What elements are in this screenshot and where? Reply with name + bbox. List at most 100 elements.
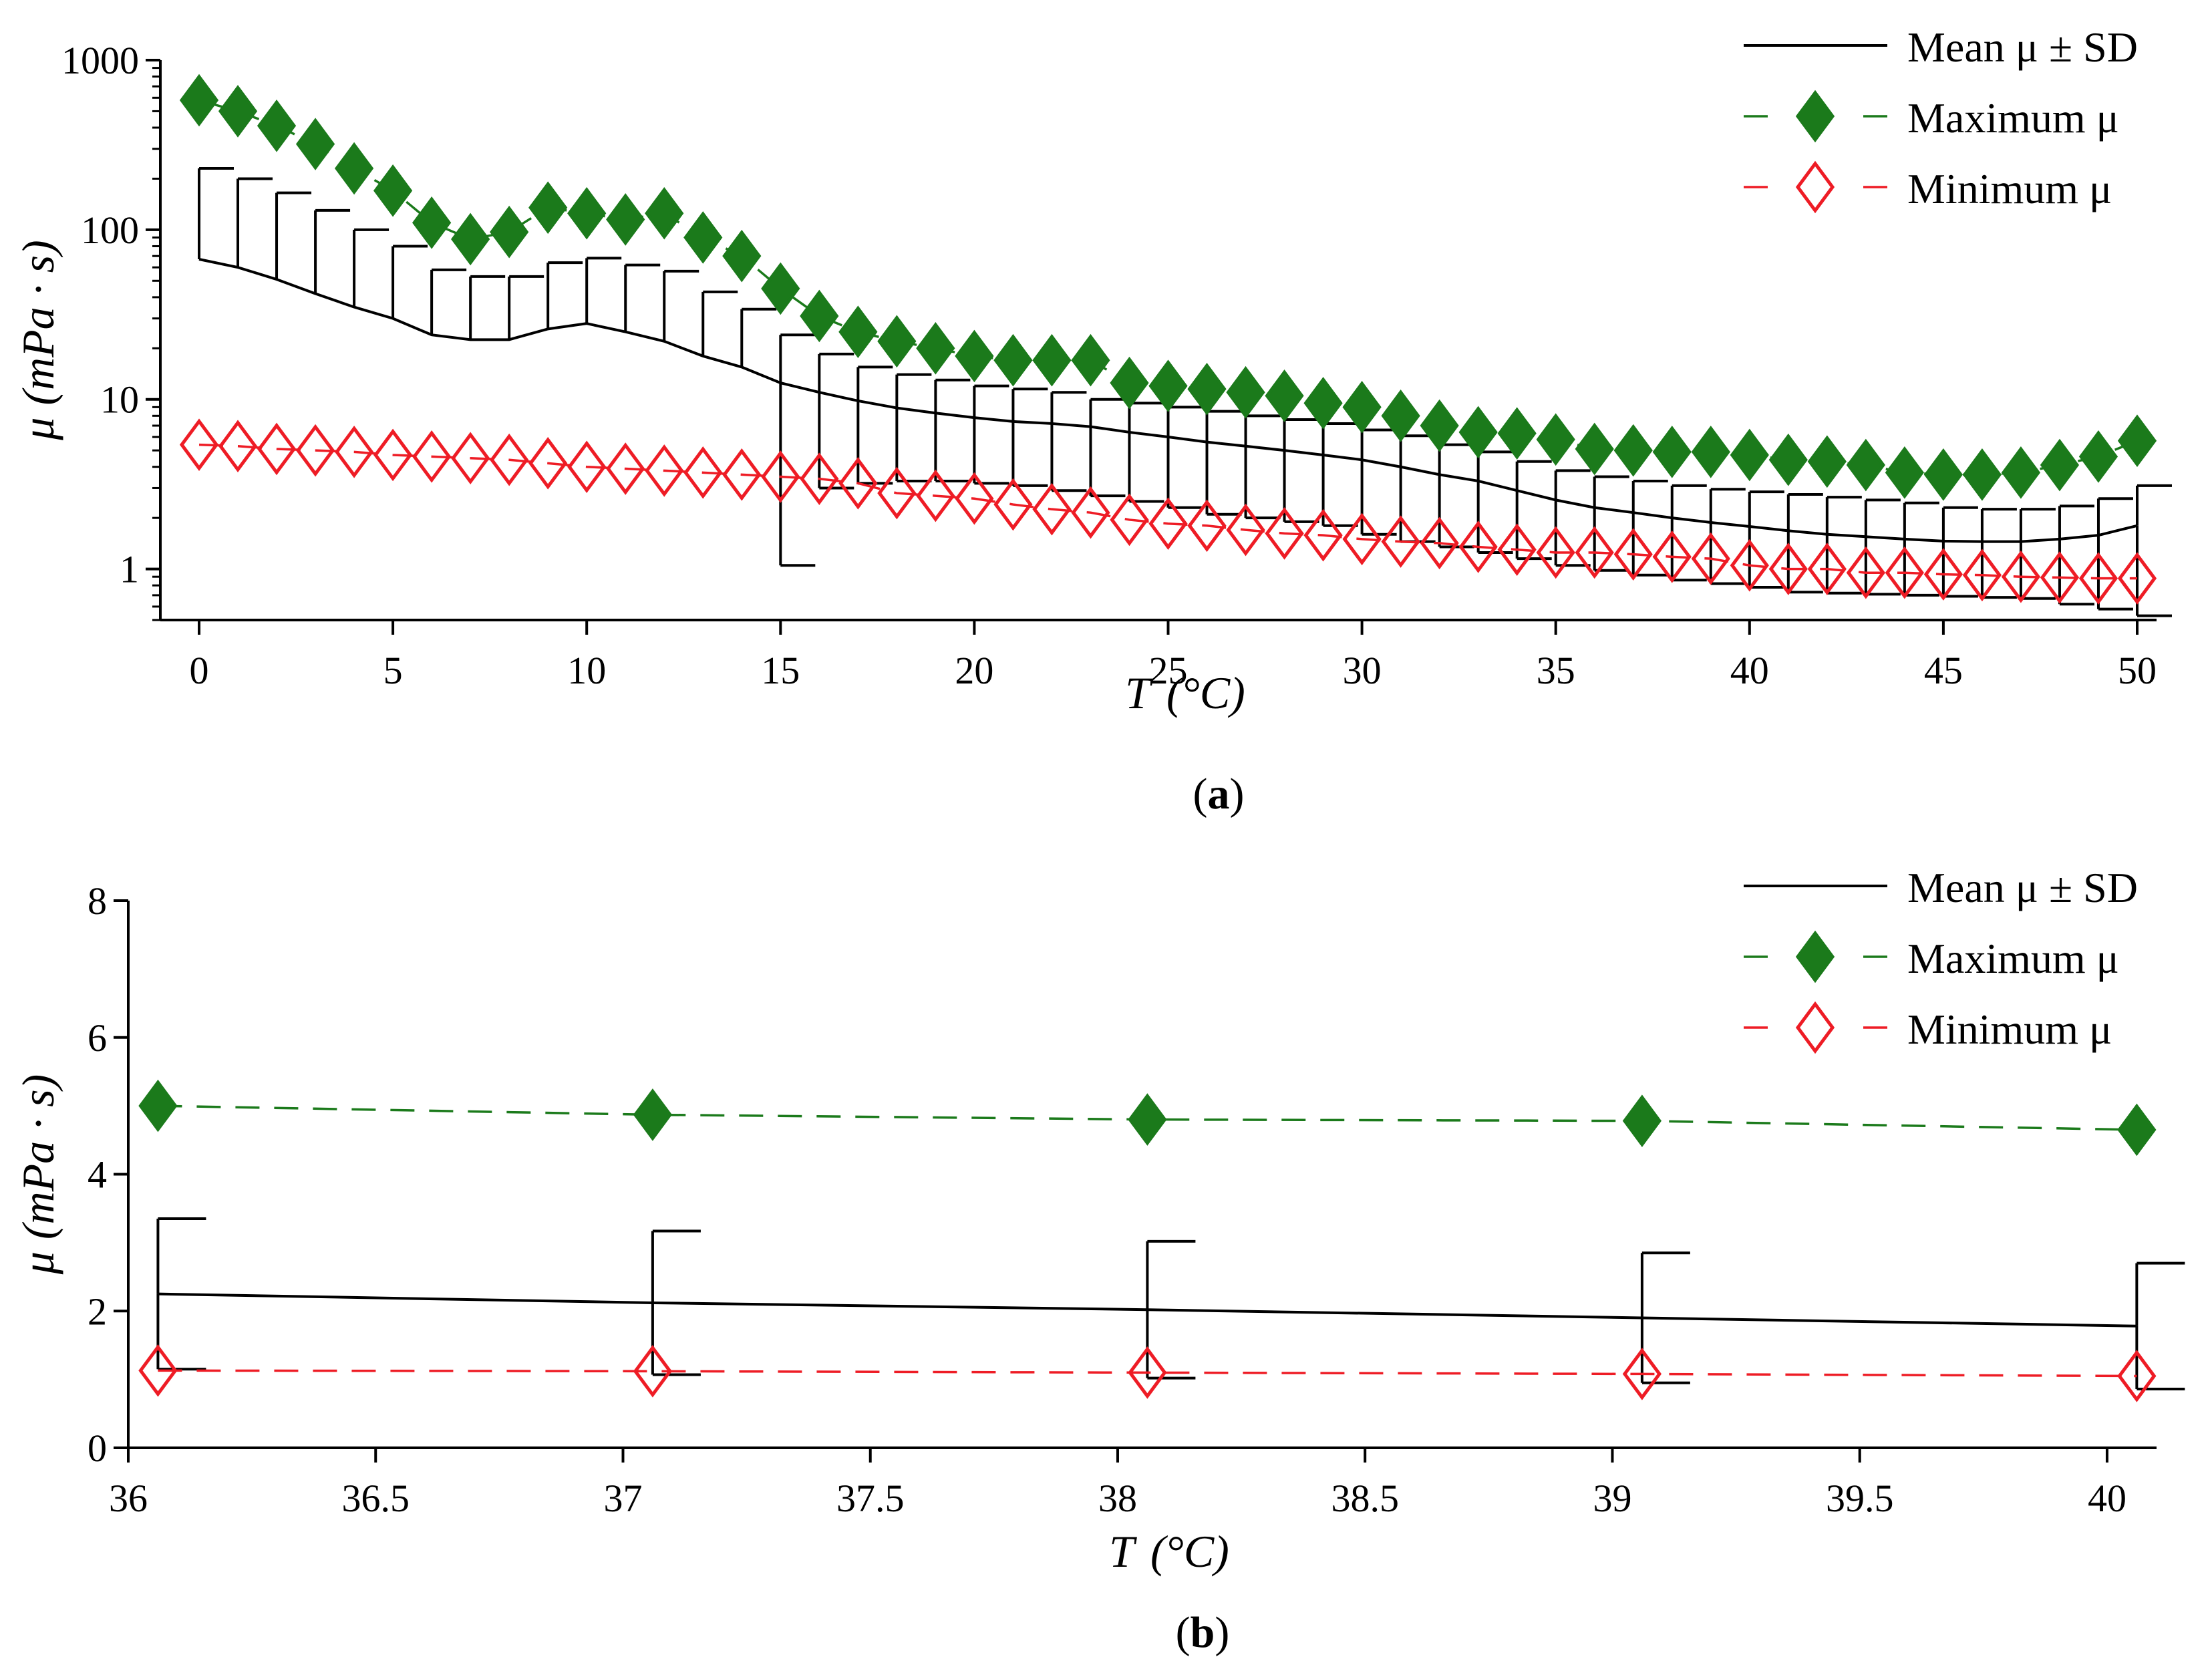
min-marker xyxy=(1128,1346,1167,1399)
min-marker xyxy=(1613,528,1653,581)
min-marker xyxy=(1691,532,1730,585)
y-axis-label: μ (mPa · s) xyxy=(13,1074,63,1275)
min-marker xyxy=(722,448,762,501)
max-marker xyxy=(838,305,878,358)
max-marker xyxy=(1420,399,1459,452)
min-marker xyxy=(451,432,490,485)
min-marker xyxy=(1071,486,1110,539)
min-marker xyxy=(1420,516,1459,570)
y-axis-label-var: μ xyxy=(13,1251,63,1275)
max-marker xyxy=(761,262,800,315)
x-tick-label: 30 xyxy=(1343,649,1382,692)
min-marker xyxy=(1885,546,1924,599)
min-marker xyxy=(1265,507,1304,560)
min-marker xyxy=(412,430,452,483)
min-marker xyxy=(567,440,607,494)
max-marker xyxy=(645,186,684,240)
max-marker xyxy=(412,196,452,249)
min-marker xyxy=(645,444,684,497)
max-marker xyxy=(295,118,335,170)
max-marker xyxy=(633,1088,673,1141)
x-tick-label: 0 xyxy=(190,649,209,692)
x-tick-label: 38.5 xyxy=(1331,1477,1399,1520)
x-tick-label: 37 xyxy=(603,1477,642,1520)
min-marker xyxy=(2040,551,2080,604)
min-marker xyxy=(1652,530,1692,583)
panel-a-chart: 0 5 10 15 20 25 30 35 40 45 50 1 10 100 1000 T (°C) μ (mPa… xyxy=(13,23,2172,818)
legend-label: Minimum μ xyxy=(1907,1006,2112,1053)
min-marker xyxy=(877,466,917,520)
panel-b-chart: 36 36.5 37 37.5 38 38.5 39 39.5 40 0 2 4 6 8 T (°C) μ (mP… xyxy=(13,864,2185,1657)
series-line-mean xyxy=(198,258,2138,543)
min-marker xyxy=(1187,499,1227,553)
y-tick-label: 100 xyxy=(81,208,139,252)
max-marker xyxy=(1536,413,1575,466)
min-marker xyxy=(1962,549,2002,602)
max-marker xyxy=(606,193,645,246)
min-marker xyxy=(993,478,1033,531)
x-tick-label: 5 xyxy=(383,649,403,692)
y-tick-label: 2 xyxy=(88,1289,107,1333)
max-marker xyxy=(1110,356,1149,410)
max-marker xyxy=(1265,369,1304,422)
x-tick-label: 36.5 xyxy=(341,1477,410,1520)
max-marker xyxy=(722,229,762,283)
min-marker xyxy=(916,469,955,522)
max-marker xyxy=(1923,448,1963,501)
max-marker xyxy=(800,289,839,343)
min-marker xyxy=(2117,1350,2157,1402)
max-marker xyxy=(1652,426,1692,478)
series-line-minimum xyxy=(158,1369,2137,1378)
min-marker xyxy=(800,452,839,505)
x-tick-label: 25 xyxy=(1149,649,1188,692)
min-marker xyxy=(2117,552,2157,605)
x-axis-label: T (°C) xyxy=(1125,667,1245,718)
y-axis-label-var: μ xyxy=(13,418,63,441)
max-marker xyxy=(1187,363,1227,416)
max-marker xyxy=(373,164,413,217)
series-line-mean xyxy=(158,1292,2137,1328)
y-axis-label-unit: (mPa · s) xyxy=(13,1074,63,1239)
max-marker xyxy=(1885,446,1924,499)
min-marker xyxy=(1110,493,1149,547)
min-marker xyxy=(1226,503,1265,557)
min-marker xyxy=(1730,539,1769,592)
legend-label: Maximum μ xyxy=(1907,94,2119,142)
max-marker xyxy=(1962,448,2002,501)
min-marker xyxy=(606,442,645,495)
max-marker xyxy=(1226,365,1265,419)
max-marker xyxy=(2117,414,2157,467)
min-marker xyxy=(838,457,878,510)
max-marker xyxy=(916,322,955,375)
min-marker xyxy=(955,472,994,525)
min-marker xyxy=(2078,552,2118,605)
max-marker xyxy=(1032,333,1072,387)
x-tick-label: 36 xyxy=(109,1477,148,1520)
y-tick-label: 4 xyxy=(88,1153,107,1197)
x-axis-label-var: T xyxy=(1109,1526,1137,1577)
min-marker xyxy=(1303,508,1343,562)
max-marker xyxy=(218,85,258,138)
max-marker xyxy=(179,73,219,127)
min-marker xyxy=(761,450,800,503)
max-marker xyxy=(877,315,917,368)
max-marker xyxy=(2117,1103,2157,1157)
caption-close: ) xyxy=(1230,770,1245,818)
min-marker xyxy=(1458,520,1498,573)
x-tick-label: 39 xyxy=(1593,1477,1631,1520)
x-tick-label: 20 xyxy=(955,649,993,692)
caption-open: ( xyxy=(1193,770,1208,818)
min-marker xyxy=(1575,526,1614,579)
max-marker xyxy=(2078,430,2118,483)
x-tick-label: 15 xyxy=(761,649,800,692)
min-marker xyxy=(1536,526,1575,579)
min-marker xyxy=(1923,548,1963,601)
y-tick-label: 1 xyxy=(120,548,139,591)
y-axis-label: μ (mPa · s) xyxy=(13,240,63,441)
min-marker xyxy=(373,428,413,482)
min-marker xyxy=(1148,497,1188,551)
x-axis-label-var: T xyxy=(1125,667,1153,718)
max-marker xyxy=(1622,1094,1662,1147)
min-marker xyxy=(683,446,723,499)
min-marker xyxy=(633,1345,673,1398)
